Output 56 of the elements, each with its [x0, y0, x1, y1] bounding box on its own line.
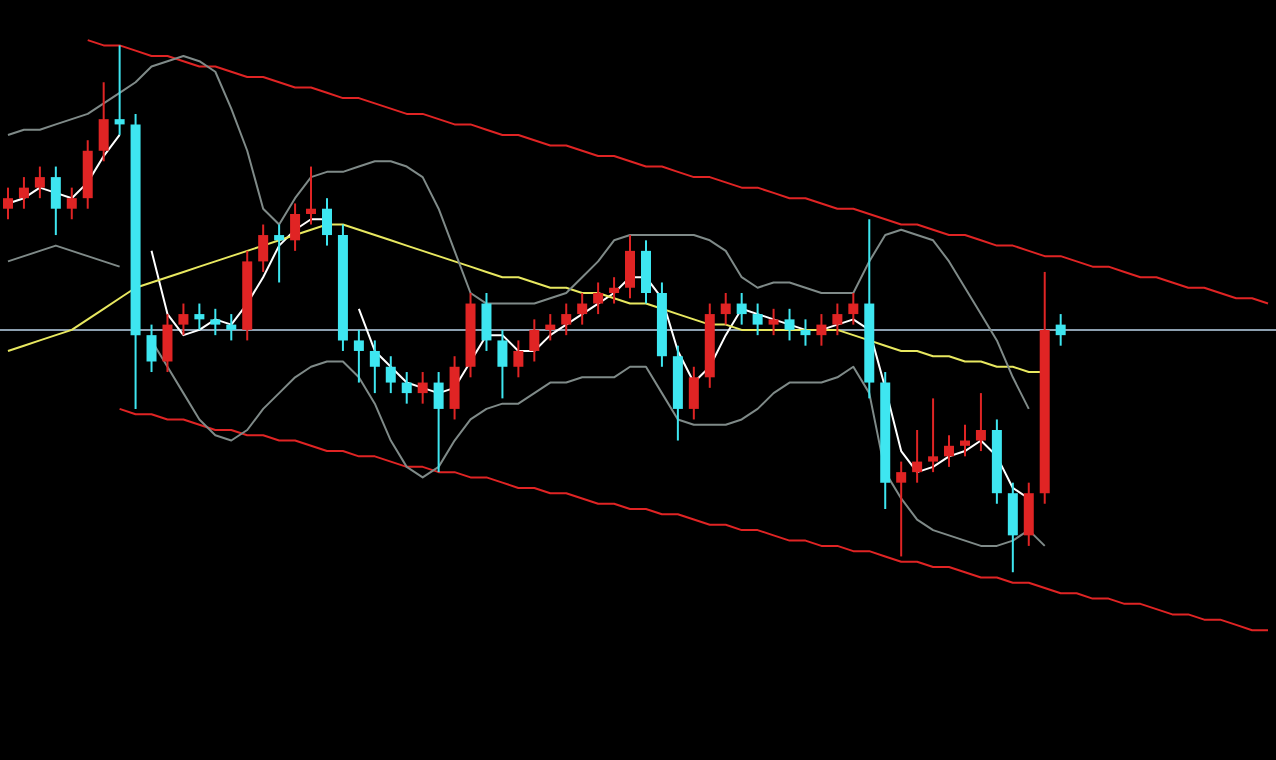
- candlestick: [513, 339, 524, 379]
- candlestick: [34, 165, 45, 200]
- candlestick: [800, 318, 811, 347]
- candlestick: [625, 234, 636, 300]
- candlestick: [417, 371, 428, 405]
- candlestick: [497, 328, 508, 400]
- candlestick: [385, 355, 396, 395]
- candlestick: [944, 434, 955, 468]
- candlestick: [896, 460, 907, 558]
- candlestick: [832, 302, 843, 337]
- candlestick: [784, 307, 795, 342]
- candlestick: [736, 292, 747, 326]
- candlestick: [401, 371, 412, 405]
- candlestick: [481, 292, 492, 352]
- candlestick: [194, 302, 205, 331]
- candlestick: [1023, 481, 1034, 547]
- candlestick: [529, 318, 540, 363]
- candlestick: [290, 202, 301, 252]
- candlestick: [561, 302, 572, 337]
- candlestick: [640, 239, 651, 305]
- candlestick: [321, 197, 332, 247]
- candlestick: [18, 176, 29, 210]
- candlestick: [178, 302, 189, 337]
- candlestick: [720, 292, 731, 326]
- candlestick: [146, 323, 157, 374]
- candlestick: [593, 281, 604, 316]
- candlestick: [1007, 481, 1018, 574]
- candlestick: [912, 428, 923, 484]
- candlestick: [816, 313, 827, 347]
- candlestick: [2, 186, 13, 221]
- candlestick: [545, 313, 556, 342]
- candlestick: [114, 44, 125, 136]
- candlestick: [353, 328, 364, 384]
- candlestick: [688, 365, 699, 421]
- candlestick: [768, 307, 779, 337]
- candlestick: [258, 223, 269, 273]
- candlestick: [609, 276, 620, 305]
- candlestick: [959, 423, 970, 458]
- candlestick: [433, 371, 444, 474]
- candlestick: [848, 292, 859, 326]
- candlestick: [274, 223, 285, 284]
- candlestick: [752, 302, 763, 337]
- candlestick: [50, 165, 61, 237]
- candlestick: [66, 186, 77, 221]
- candlestick: [306, 165, 317, 226]
- candlestick: [98, 81, 109, 163]
- candlestick: [928, 397, 939, 474]
- candlestick: [369, 339, 380, 395]
- candlestick: [577, 292, 588, 326]
- candlestick: [1055, 313, 1066, 347]
- candlestick: [975, 392, 986, 453]
- candlestick: [162, 313, 173, 374]
- candlestick: [82, 139, 93, 210]
- candlestick: [226, 313, 237, 342]
- candlestick: [449, 355, 460, 421]
- candlestick: [210, 307, 221, 337]
